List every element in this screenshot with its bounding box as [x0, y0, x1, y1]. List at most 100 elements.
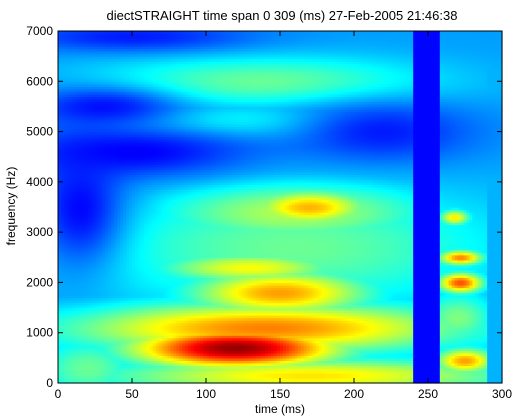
heatmap-cell	[140, 320, 145, 324]
heatmap-cell	[99, 108, 103, 113]
heatmap-cell	[143, 181, 148, 185]
heatmap-cell	[129, 365, 133, 369]
heatmap-cell	[81, 322, 86, 326]
heatmap-cell	[60, 227, 65, 231]
heatmap-cell	[78, 199, 83, 203]
heatmap-cell	[72, 166, 77, 170]
heatmap-cell	[146, 367, 151, 372]
heatmap-cell	[90, 88, 95, 92]
heatmap-cell	[93, 330, 98, 334]
heatmap-cell	[140, 196, 145, 201]
heatmap-cell	[123, 81, 127, 85]
heatmap-cell	[146, 184, 151, 188]
heatmap-cell	[84, 284, 89, 289]
heatmap-cell	[72, 93, 77, 97]
heatmap-cell	[114, 86, 118, 90]
heatmap-cell	[146, 267, 151, 271]
heatmap-cell	[78, 355, 83, 359]
heatmap-cell	[78, 337, 83, 341]
heatmap-cell	[120, 340, 124, 344]
heatmap-cell	[90, 219, 95, 223]
heatmap-cell	[84, 129, 89, 133]
heatmap-cell	[63, 108, 68, 113]
heatmap-cell	[117, 267, 121, 271]
heatmap-cell	[63, 141, 68, 145]
heatmap-cell	[87, 76, 92, 80]
heatmap-cell	[123, 297, 127, 301]
heatmap-cell	[132, 31, 136, 35]
heatmap-cell	[149, 267, 154, 271]
heatmap-cell	[134, 43, 139, 47]
heatmap-cell	[87, 38, 92, 42]
heatmap-cell	[90, 222, 95, 226]
heatmap-cell	[75, 71, 80, 75]
heatmap-cell	[69, 101, 74, 105]
heatmap-cell	[66, 101, 71, 105]
heatmap-cell	[146, 212, 151, 216]
heatmap-cell	[155, 350, 160, 354]
heatmap-cell	[134, 174, 139, 178]
heatmap-cell	[146, 307, 151, 311]
heatmap-cell	[81, 307, 86, 311]
heatmap-cell	[81, 252, 86, 256]
heatmap-cell	[66, 201, 71, 206]
heatmap-cell	[134, 227, 139, 231]
heatmap-cell	[63, 287, 68, 291]
heatmap-cell	[63, 224, 68, 228]
heatmap-cell	[96, 267, 101, 271]
heatmap-cell	[72, 113, 77, 118]
heatmap-cell	[152, 101, 157, 105]
heatmap-cell	[63, 207, 68, 211]
heatmap-cell	[96, 189, 101, 193]
heatmap-cell	[137, 254, 142, 258]
heatmap-cell	[84, 300, 89, 304]
heatmap-cell	[137, 116, 142, 120]
heatmap-cell	[87, 73, 92, 77]
heatmap-cell	[146, 113, 151, 118]
heatmap-cell	[129, 320, 133, 324]
heatmap-cell	[87, 224, 92, 228]
heatmap-cell	[146, 179, 151, 183]
heatmap-cell	[132, 322, 136, 326]
heatmap-cell	[117, 108, 121, 113]
heatmap-cell	[99, 171, 103, 175]
heatmap-cell	[75, 139, 80, 143]
heatmap-cell	[58, 144, 62, 148]
heatmap-cell	[143, 113, 148, 118]
heatmap-cell	[143, 332, 148, 336]
heatmap-cell	[66, 186, 71, 190]
heatmap-cell	[152, 166, 157, 170]
heatmap-cell	[111, 146, 115, 150]
heatmap-cell	[137, 204, 142, 208]
heatmap-cell	[111, 88, 115, 92]
heatmap-cell	[99, 252, 103, 256]
heatmap-cell	[143, 146, 148, 150]
heatmap-cell	[63, 98, 68, 102]
heatmap-cell	[93, 43, 98, 47]
heatmap-cell	[69, 58, 74, 62]
heatmap-cell	[63, 312, 68, 316]
heatmap-cell	[114, 146, 118, 150]
heatmap-cell	[105, 274, 109, 278]
heatmap-cell	[132, 91, 136, 95]
heatmap-cell	[108, 101, 112, 105]
heatmap-cell	[96, 33, 101, 37]
heatmap-cell	[132, 174, 136, 178]
heatmap-cell	[102, 267, 106, 271]
heatmap-cell	[120, 370, 124, 374]
heatmap-cell	[90, 51, 95, 55]
heatmap-cell	[75, 332, 80, 336]
heatmap-cell	[120, 134, 124, 138]
heatmap-cell	[93, 217, 98, 221]
heatmap-cell	[69, 227, 74, 231]
heatmap-cell	[140, 257, 145, 261]
heatmap-cell	[84, 277, 89, 281]
heatmap-cell	[96, 355, 101, 359]
heatmap-cell	[132, 108, 136, 113]
heatmap-cell	[58, 380, 62, 384]
heatmap-cell	[60, 252, 65, 256]
heatmap-cell	[96, 237, 101, 241]
heatmap-cell	[102, 181, 106, 185]
heatmap-cell	[66, 355, 71, 359]
heatmap-cell	[58, 350, 62, 354]
